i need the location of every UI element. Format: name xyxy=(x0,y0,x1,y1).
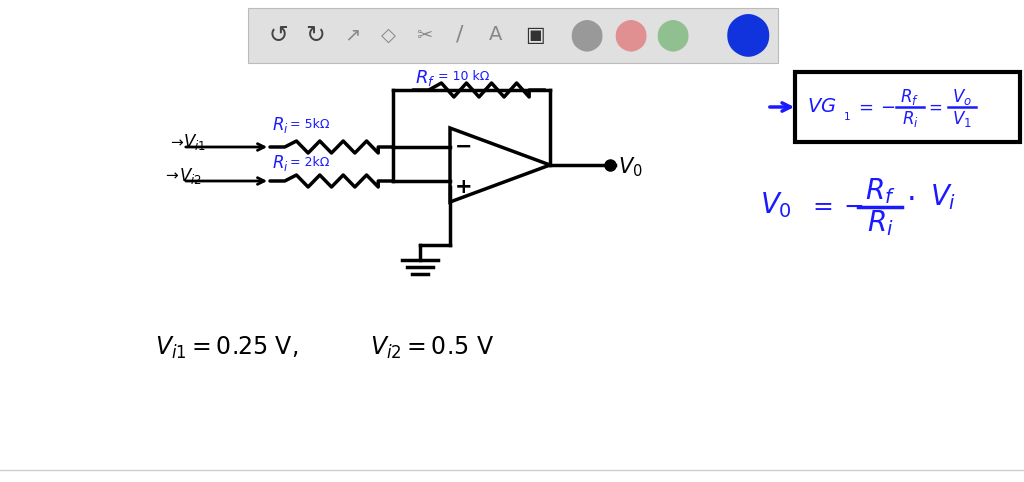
Text: ↻: ↻ xyxy=(305,23,325,47)
Text: ↺: ↺ xyxy=(268,23,288,47)
Text: ⬤: ⬤ xyxy=(725,13,771,56)
Text: $R_i$: $R_i$ xyxy=(902,109,919,129)
Text: $R_i$: $R_i$ xyxy=(272,115,289,135)
Text: = 10 kΩ: = 10 kΩ xyxy=(438,70,489,83)
Text: $V_{i2} = 0.5$ V: $V_{i2} = 0.5$ V xyxy=(370,335,494,361)
Text: A: A xyxy=(489,26,503,44)
Text: $= -$: $= -$ xyxy=(855,98,896,116)
Text: $_1$: $_1$ xyxy=(843,107,851,122)
Bar xyxy=(795,72,1020,142)
Text: $V_{i2}$: $V_{i2}$ xyxy=(179,166,202,186)
Text: →: → xyxy=(170,135,182,150)
Text: ✂: ✂ xyxy=(416,26,432,44)
Text: $VG$: $VG$ xyxy=(807,97,837,117)
Text: $V_{i1}$: $V_{i1}$ xyxy=(183,132,206,152)
Text: = 5kΩ: = 5kΩ xyxy=(290,118,330,131)
Text: →: → xyxy=(165,169,178,184)
Text: −: − xyxy=(456,137,473,157)
Text: $V_i$: $V_i$ xyxy=(930,182,956,212)
Text: $V_{i1} = 0.25$ V,: $V_{i1} = 0.25$ V, xyxy=(155,335,298,361)
Text: $R_i$: $R_i$ xyxy=(272,153,289,173)
Text: $R_f$: $R_f$ xyxy=(864,176,895,206)
Text: /: / xyxy=(457,25,464,45)
Text: $R_i$: $R_i$ xyxy=(866,208,893,238)
Text: +: + xyxy=(456,177,473,197)
Text: ⬤: ⬤ xyxy=(655,19,689,51)
Text: ·: · xyxy=(907,186,916,214)
Text: $V_0$: $V_0$ xyxy=(618,155,643,179)
Text: $V_o$: $V_o$ xyxy=(952,87,972,107)
Text: = 2kΩ: = 2kΩ xyxy=(290,157,330,170)
Text: $= -$: $= -$ xyxy=(808,193,864,217)
Text: $=$: $=$ xyxy=(926,98,943,116)
Bar xyxy=(248,8,778,63)
Text: ⬤: ⬤ xyxy=(569,19,603,51)
Text: $V_1$: $V_1$ xyxy=(952,109,972,129)
Text: $R_f$: $R_f$ xyxy=(415,68,435,88)
Text: $R_f$: $R_f$ xyxy=(900,87,920,107)
Text: ↗: ↗ xyxy=(344,26,360,44)
Text: $V_0$: $V_0$ xyxy=(760,190,792,220)
Text: ▣: ▣ xyxy=(525,25,545,45)
Text: ◇: ◇ xyxy=(381,26,395,44)
Text: ⬤: ⬤ xyxy=(613,19,647,51)
